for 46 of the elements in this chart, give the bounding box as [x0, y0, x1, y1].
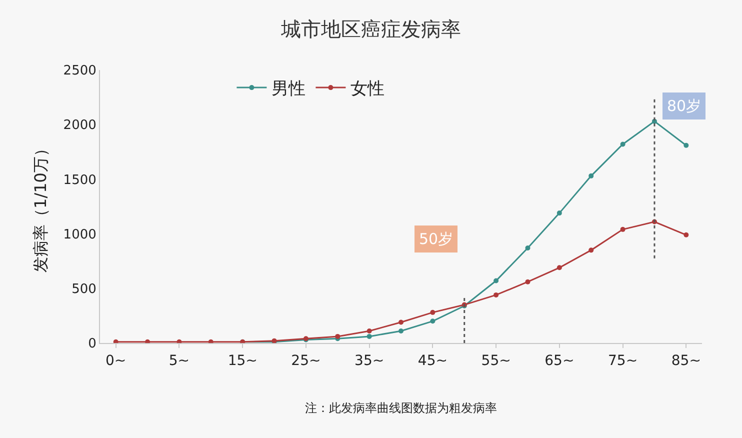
point [208, 339, 214, 343]
point [366, 328, 372, 334]
x-tick-label: 5~ [168, 352, 190, 369]
point [620, 142, 626, 147]
point [494, 278, 499, 284]
x-tick-label: 55~ [481, 352, 511, 369]
point [684, 142, 689, 148]
annotation: 50岁 [419, 230, 454, 248]
point [525, 279, 530, 284]
point [113, 339, 118, 343]
point [588, 248, 594, 253]
x-tick-label: 75~ [608, 352, 638, 369]
point [684, 232, 689, 238]
x-tick-label: 65~ [544, 352, 574, 369]
y-tick-label: 2500 [63, 64, 96, 79]
x-tick-label: 35~ [354, 352, 384, 369]
point [430, 318, 436, 324]
point [176, 339, 182, 343]
chart-title: 城市地区癌症发病率 [280, 16, 461, 41]
text: 注：此发病率曲线图数据为粗发病率 [305, 401, 497, 415]
point [398, 320, 404, 325]
x-tick-label: 15~ [228, 352, 258, 369]
point [335, 334, 340, 339]
y-tick-label: 1000 [63, 227, 96, 242]
point [525, 246, 530, 250]
legend-label: 女性 [350, 79, 385, 100]
x-tick-label: 85~ [671, 352, 701, 369]
x-tick-label: 25~ [291, 352, 321, 369]
point [398, 328, 404, 334]
point [556, 265, 562, 270]
point [494, 292, 499, 298]
point [588, 173, 594, 178]
y-axis-title: 发病率（1/10万） [31, 140, 50, 272]
legend-label: 男性 [272, 79, 306, 100]
point [430, 310, 436, 315]
x-tick-label: 45~ [418, 352, 448, 369]
y-tick-label: 500 [72, 282, 96, 297]
point [556, 210, 562, 216]
x-tick-label: 0~ [106, 352, 126, 369]
point [620, 226, 626, 232]
point [145, 339, 150, 343]
y-tick-label: 2000 [63, 118, 96, 134]
point [366, 334, 372, 339]
y-tick-label: 0 [88, 336, 96, 352]
annotation: 80岁 [667, 97, 702, 115]
y-tick-label: 1500 [63, 172, 96, 188]
